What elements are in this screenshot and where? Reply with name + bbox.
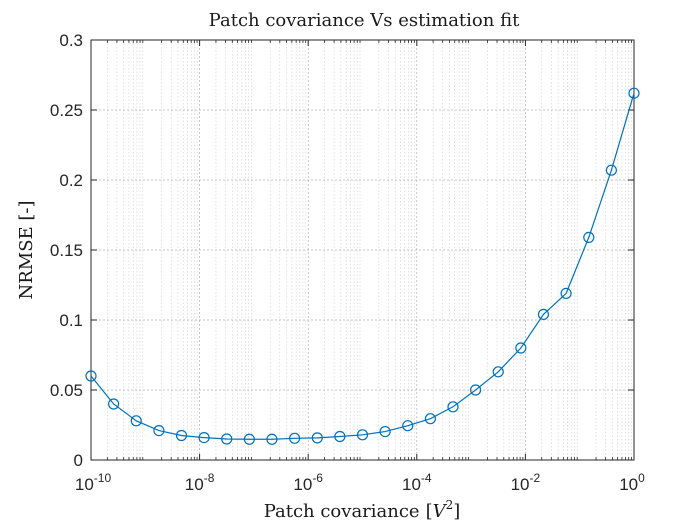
y-axis-label: NRMSE [-] [16, 200, 37, 299]
x-tick-label-base: 10 [293, 475, 312, 494]
tick-labels: 10-10 10-8 10-6 10-4 10-2 10000.050.10.150.20… [50, 31, 645, 494]
x-tick-label-base: 10 [402, 475, 421, 494]
x-tick-label-base: 10 [75, 475, 94, 494]
data-point-marker [243, 433, 255, 445]
data-point-marker [334, 430, 346, 443]
x-tick-label-exp: -8 [204, 471, 215, 485]
x-axis-label-text: Patch covariance [264, 501, 420, 522]
chart-title: Patch covariance Vs estimation fit [209, 10, 520, 31]
data-point-marker [221, 433, 233, 445]
x-tick-label-exp: -2 [530, 471, 541, 485]
y-tick-label: 0.3 [59, 31, 83, 50]
y-tick-label: 0.1 [59, 311, 83, 330]
x-tick-label: 100 [619, 471, 645, 494]
data-point-marker [492, 366, 504, 378]
data-point-marker [130, 415, 142, 427]
x-tick-label-exp: -6 [312, 471, 323, 485]
data-point-marker [469, 384, 482, 396]
x-axis-label-unit-open: [ [426, 501, 433, 522]
x-axis-label-unit-close: ] [453, 501, 460, 522]
x-axis-label-unit-exp: 2 [446, 498, 454, 512]
x-axis-label: Patch covariance [V2] [264, 498, 461, 522]
x-tick-label-base: 10 [511, 475, 530, 494]
series-line [90, 93, 635, 440]
data-point-marker [424, 413, 436, 425]
grid [90, 39, 635, 461]
x-tick-label: 10-2 [511, 471, 541, 494]
data-point-marker [153, 425, 165, 437]
y-tick-label: 0.25 [50, 101, 83, 120]
x-tick-label-base: 10 [185, 475, 204, 494]
data-point-marker [379, 425, 391, 438]
data-point-marker [605, 164, 617, 176]
data-point-marker [537, 308, 550, 320]
data-point-marker [447, 401, 459, 413]
data-point-marker [628, 87, 640, 99]
data-point-marker [289, 432, 301, 444]
data-point-marker [560, 287, 572, 299]
x-tick-label: 10-4 [402, 471, 432, 494]
x-tick-label-exp: -10 [94, 471, 112, 485]
x-tick-label: 10-10 [75, 471, 112, 494]
x-tick-label: 10-8 [185, 471, 215, 494]
y-tick-label: 0.2 [59, 171, 83, 190]
data-point-marker [108, 398, 120, 410]
data-point-marker [175, 429, 188, 442]
data-point-marker [356, 429, 369, 441]
data-point-marker [311, 432, 323, 444]
data-series [85, 87, 640, 445]
y-tick-label: 0.05 [50, 381, 83, 400]
x-tick-label-exp: 0 [638, 471, 645, 485]
x-tick-label-base: 10 [619, 475, 638, 494]
data-point-marker [515, 342, 527, 354]
data-point-marker [266, 433, 278, 445]
y-tick-label: 0 [74, 451, 83, 470]
data-point-marker [402, 420, 414, 432]
x-axis-label-unit-base: V [433, 501, 448, 522]
x-tick-label-exp: -4 [421, 471, 432, 485]
data-point-marker [198, 432, 210, 444]
x-tick-label: 10-6 [293, 471, 323, 494]
y-tick-label: 0.15 [50, 241, 83, 260]
data-point-marker [583, 231, 595, 243]
data-point-marker [85, 370, 97, 382]
axis-ticks [90, 39, 635, 461]
